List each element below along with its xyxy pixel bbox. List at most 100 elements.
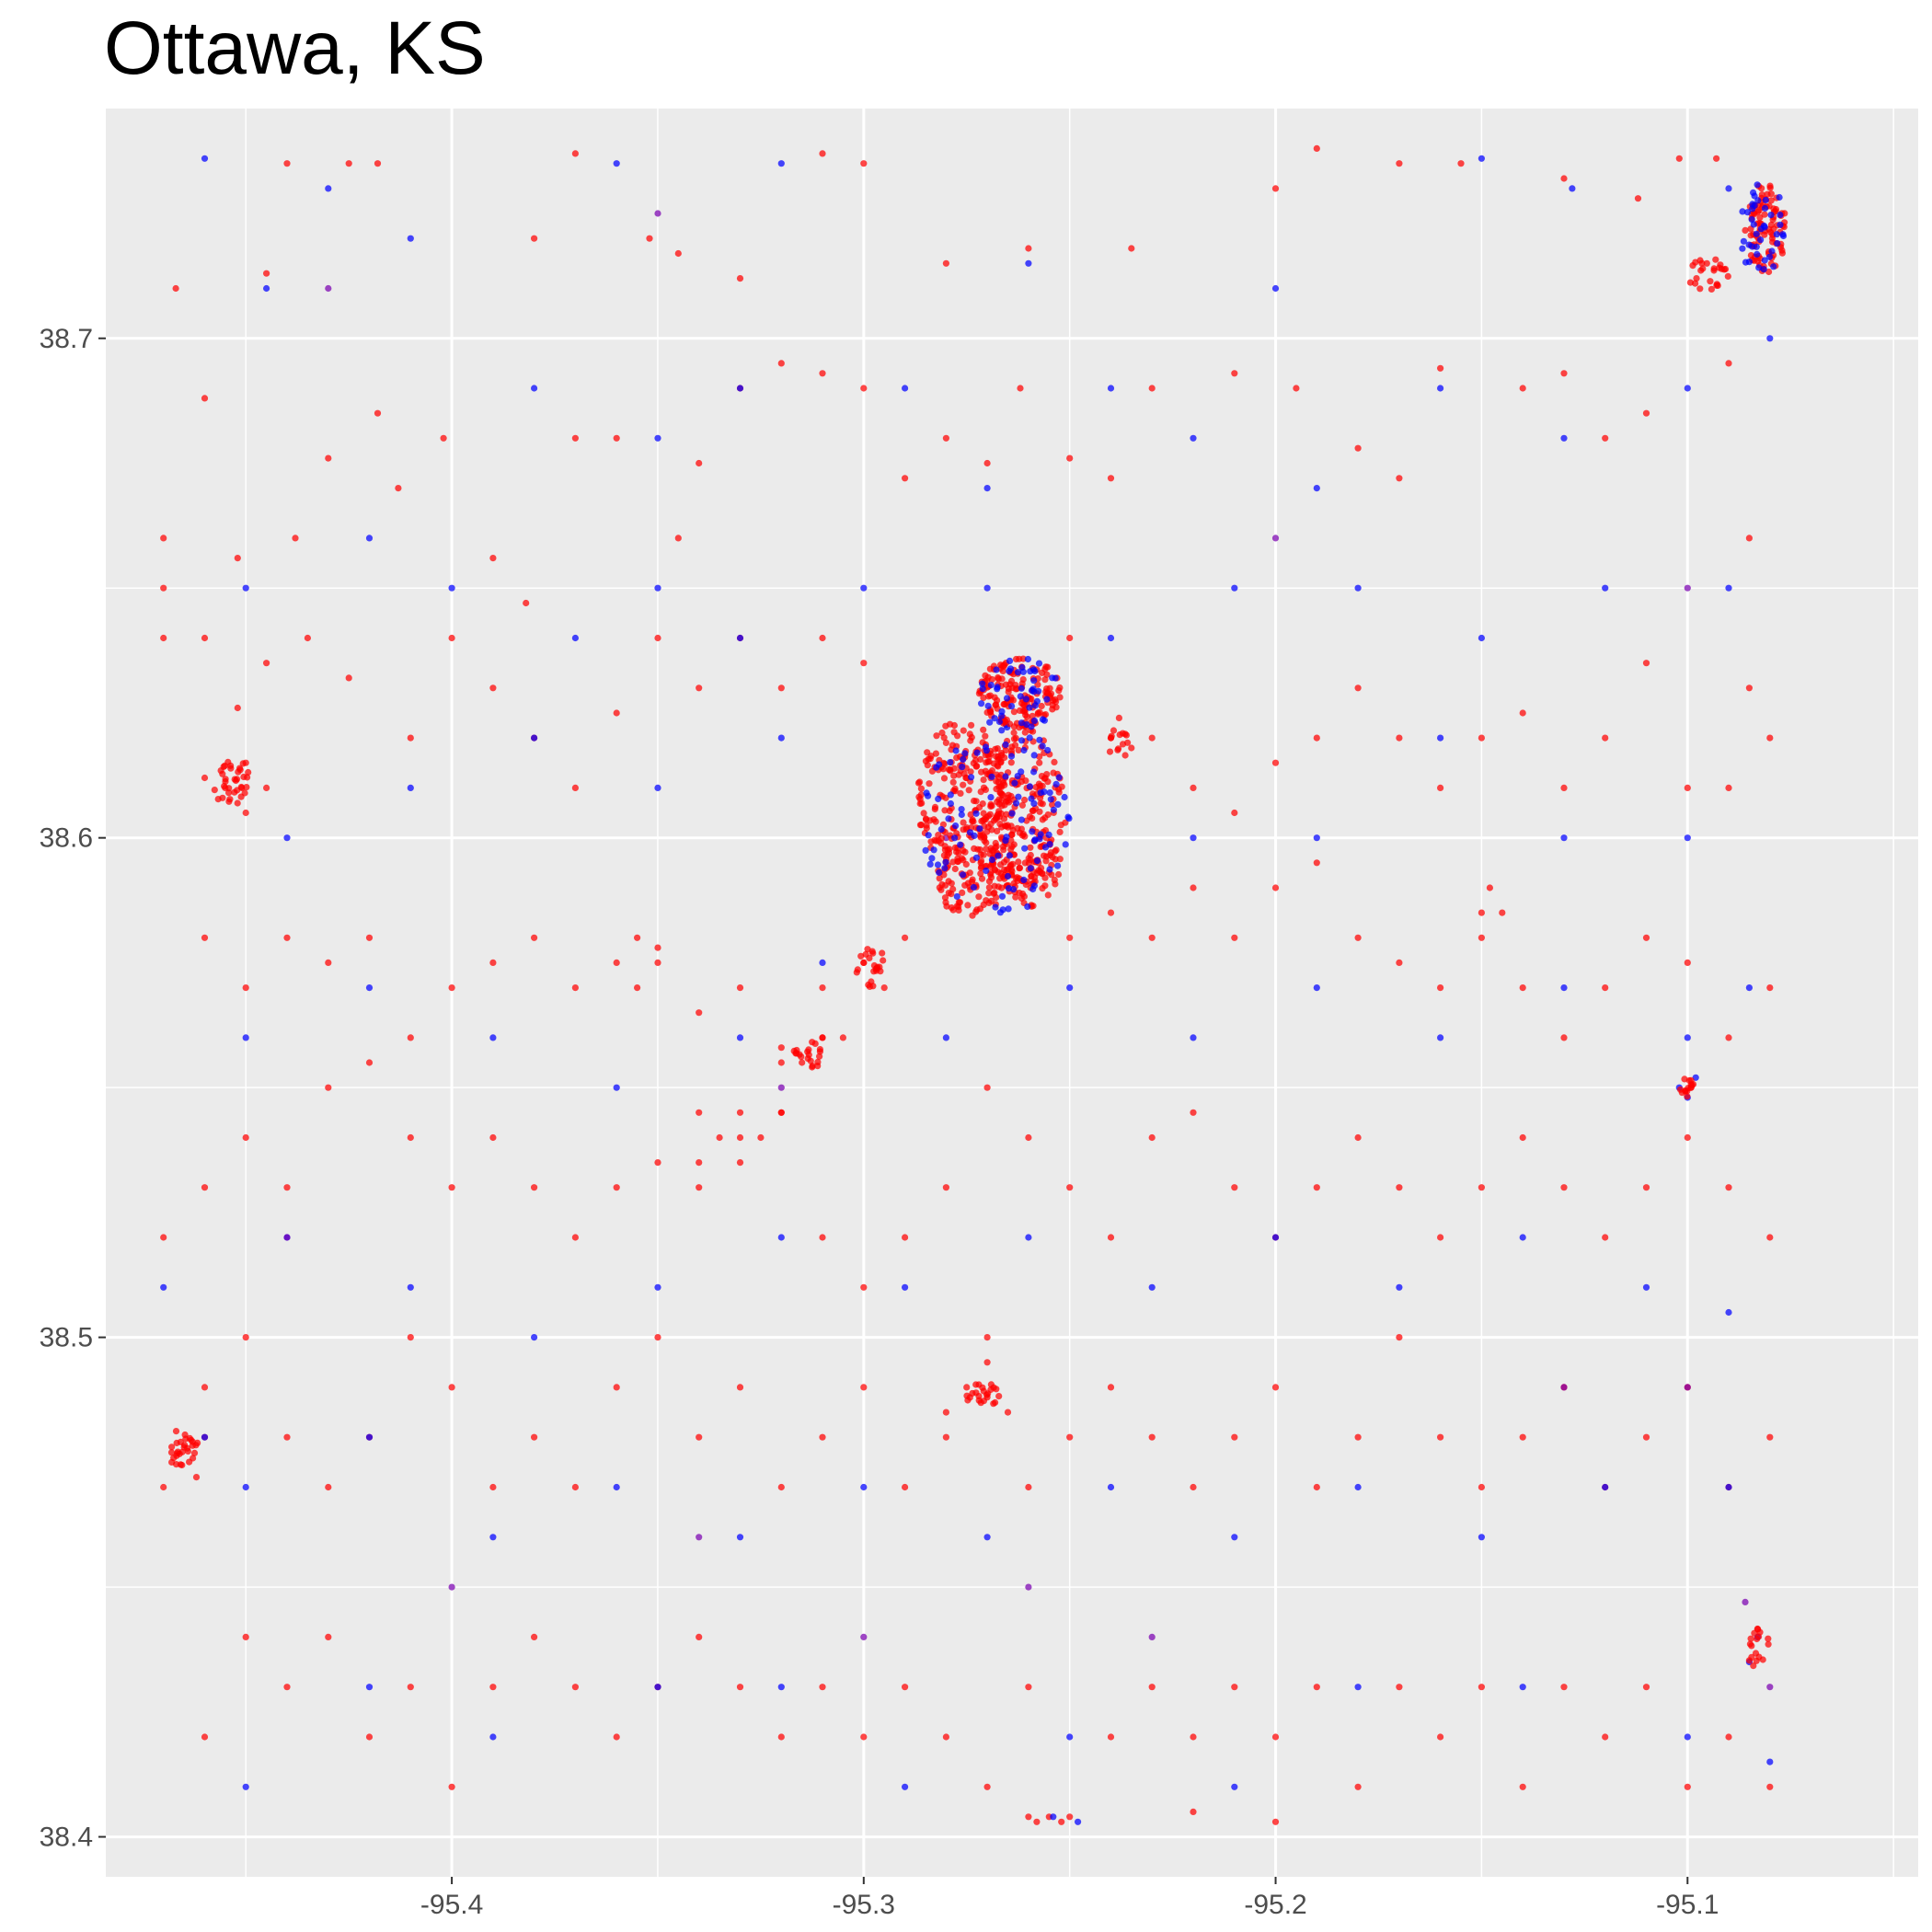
data-point [696, 1633, 703, 1640]
data-point [1313, 485, 1320, 492]
data-point [736, 1534, 744, 1541]
data-point [977, 755, 984, 764]
data-point [1050, 1813, 1057, 1821]
data-point [860, 1483, 868, 1491]
data-point [917, 822, 926, 829]
data-point [1478, 155, 1485, 162]
data-point [696, 459, 703, 467]
data-point [1019, 655, 1027, 662]
data-point [1271, 1384, 1280, 1391]
data-point [1005, 823, 1012, 831]
data-point [1047, 796, 1054, 803]
data-point [1754, 1626, 1762, 1633]
data-point [227, 765, 235, 772]
data-point [1773, 231, 1780, 238]
data-point [1396, 1684, 1403, 1691]
data-point [1750, 1662, 1757, 1670]
data-point [994, 685, 1001, 693]
data-point [902, 934, 909, 941]
data-point [1010, 880, 1018, 888]
data-point [978, 700, 985, 707]
data-point [283, 834, 291, 842]
data-point [1271, 759, 1280, 766]
data-point [1110, 727, 1118, 734]
data-point [1010, 841, 1018, 848]
data-point [983, 1783, 991, 1790]
data-point [987, 682, 995, 689]
y-tick-label: 38.4 [40, 1823, 93, 1853]
data-point [992, 745, 999, 753]
data-point [874, 963, 881, 971]
data-point [1114, 746, 1121, 753]
data-point [1231, 934, 1238, 941]
data-point [531, 934, 538, 941]
data-point [1313, 834, 1320, 842]
data-point [1015, 793, 1022, 800]
data-point [365, 984, 374, 992]
data-point [217, 767, 224, 775]
data-point [654, 1334, 661, 1341]
data-point [736, 1133, 744, 1142]
data-point [1519, 1433, 1526, 1441]
data-point [1778, 249, 1786, 257]
data-point [986, 850, 994, 857]
data-point [814, 1058, 822, 1065]
data-point [242, 1633, 249, 1640]
data-point [1148, 934, 1156, 941]
data-point [365, 934, 374, 941]
data-point [942, 259, 949, 267]
data-point [211, 787, 218, 794]
data-point [1519, 1133, 1526, 1142]
data-point [523, 599, 530, 607]
data-point [1724, 272, 1731, 280]
data-point [1271, 1818, 1280, 1825]
data-point [1519, 1783, 1526, 1790]
data-point [983, 747, 990, 754]
minor-grid [106, 109, 1918, 1877]
data-point [1050, 806, 1057, 813]
data-point [1761, 204, 1769, 212]
data-point [242, 809, 249, 817]
data-point [1006, 657, 1014, 665]
data-point [757, 1133, 765, 1142]
data-point [972, 908, 980, 915]
data-point [1013, 799, 1020, 807]
data-point [1519, 385, 1526, 392]
data-point [1760, 266, 1767, 273]
data-point [654, 434, 661, 442]
data-point [993, 893, 1000, 902]
data-point [1231, 1534, 1238, 1541]
data-point [972, 763, 980, 770]
data-point [1313, 734, 1320, 742]
data-point [1569, 185, 1576, 192]
data-point [976, 803, 983, 811]
data-point [736, 1384, 744, 1391]
data-point [996, 861, 1005, 868]
data-point [998, 892, 1006, 900]
data-point [407, 1283, 414, 1291]
data-point [977, 857, 985, 865]
data-point [920, 810, 927, 817]
data-point [777, 1109, 785, 1116]
data-point [973, 749, 981, 756]
data-point [1020, 746, 1028, 754]
data-point [985, 753, 993, 761]
data-point [996, 909, 1004, 916]
data-point [839, 1034, 847, 1041]
data-point [983, 1084, 991, 1091]
data-point [654, 1684, 661, 1691]
data-point [1036, 753, 1043, 761]
data-point [1560, 175, 1568, 182]
data-point [860, 1633, 868, 1640]
data-point [1313, 859, 1320, 867]
data-point [819, 984, 826, 992]
data-point [930, 846, 937, 854]
data-point [993, 701, 1000, 708]
data-point [951, 865, 959, 873]
data-point [531, 1633, 538, 1640]
data-point [933, 732, 940, 740]
data-point [242, 984, 249, 992]
data-point [1052, 780, 1060, 788]
data-point [1231, 370, 1238, 377]
data-point [988, 826, 995, 834]
